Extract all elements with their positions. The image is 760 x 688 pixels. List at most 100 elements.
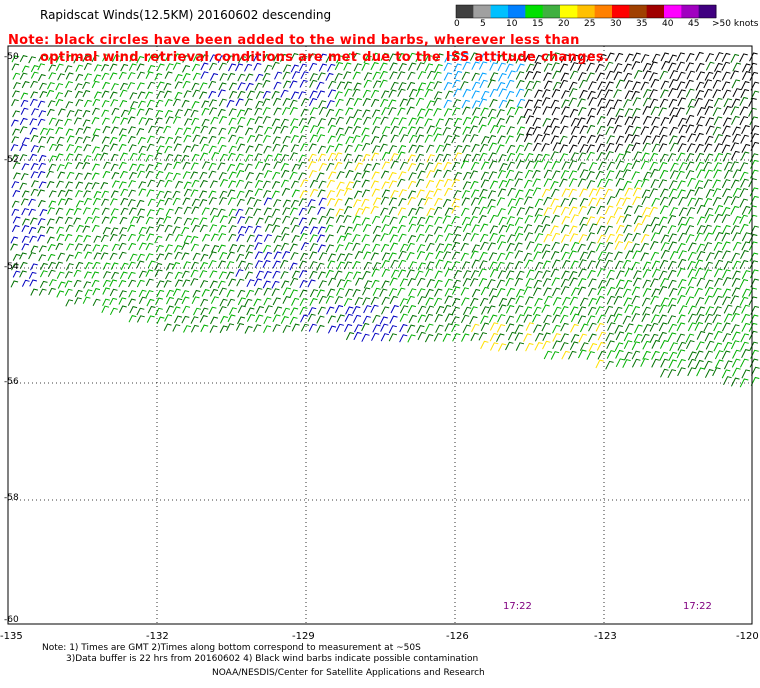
wind-barb: [345, 181, 354, 190]
wind-barb: [649, 152, 659, 162]
wind-barb: [704, 295, 714, 305]
wind-barb: [280, 259, 289, 268]
wind-barb: [424, 268, 434, 277]
wind-barb: [289, 99, 298, 108]
wind-barb: [714, 259, 724, 269]
wind-barb: [389, 216, 398, 225]
wind-barb: [489, 62, 498, 71]
wind-barb: [262, 116, 271, 124]
wind-barb: [507, 206, 517, 215]
wind-barb: [102, 54, 110, 62]
wind-barb: [685, 53, 695, 62]
lon-label: -132: [146, 631, 169, 642]
wind-barb: [433, 81, 442, 90]
wind-barb: [237, 73, 246, 82]
wind-barb: [291, 189, 300, 198]
wind-barb: [209, 270, 218, 278]
wind-barb: [291, 235, 300, 243]
wind-barb: [560, 115, 569, 125]
wind-barb: [271, 208, 281, 217]
wind-barb: [443, 135, 453, 144]
wind-barb: [623, 99, 632, 108]
wind-barb: [442, 198, 452, 208]
wind-barb: [541, 153, 550, 163]
wind-barb: [282, 215, 291, 224]
wind-barb: [55, 261, 64, 269]
wind-barb: [273, 235, 282, 244]
wind-barb: [462, 106, 471, 115]
wind-barb: [264, 126, 273, 135]
wind-barb: [57, 171, 66, 179]
wind-barb: [191, 63, 200, 72]
wind-barb: [46, 128, 54, 136]
wind-barb: [515, 189, 524, 199]
wind-barb: [577, 162, 586, 171]
wind-barb: [255, 100, 264, 109]
wind-barb: [389, 234, 398, 243]
wind-barb: [606, 269, 615, 279]
wind-barb: [354, 251, 363, 260]
wind-barb: [606, 295, 616, 305]
wind-barb: [695, 62, 705, 72]
wind-barb: [678, 207, 688, 217]
wind-barb: [433, 226, 443, 235]
wind-barb: [525, 160, 535, 170]
wind-barb: [615, 170, 624, 180]
wind-barb: [172, 306, 181, 315]
wind-barb: [676, 135, 686, 145]
wind-barb: [559, 314, 569, 324]
wind-barb: [732, 367, 741, 377]
wind-barb: [730, 340, 740, 350]
wind-barb: [101, 207, 110, 216]
wind-barb: [237, 90, 246, 99]
wind-barb: [308, 53, 317, 62]
wind-barb: [444, 278, 453, 288]
wind-barb: [469, 278, 479, 287]
wind-barb: [183, 90, 192, 98]
wind-barb: [696, 306, 706, 316]
wind-barb: [668, 54, 677, 64]
wind-barb: [497, 135, 506, 144]
wind-barb: [55, 99, 64, 107]
wind-barb: [30, 188, 39, 196]
wind-barb: [622, 169, 632, 178]
wind-barb: [687, 251, 697, 261]
wind-barb: [273, 126, 282, 135]
wind-barb: [199, 82, 208, 91]
wind-barb: [318, 63, 328, 72]
wind-barb: [685, 286, 695, 296]
wind-barb: [649, 98, 659, 108]
wind-barb: [586, 171, 595, 180]
wind-barb: [110, 83, 119, 91]
wind-barb: [696, 169, 706, 179]
wind-barb: [741, 143, 751, 153]
wind-barb: [345, 306, 354, 315]
wind-barb: [578, 205, 587, 215]
wind-barb: [740, 341, 749, 351]
wind-barb: [38, 54, 47, 62]
wind-barb: [83, 271, 92, 279]
wind-barb: [570, 214, 579, 223]
wind-barb: [613, 295, 623, 305]
wind-barb: [559, 79, 568, 89]
wind-barb: [11, 208, 20, 216]
wind-barb: [218, 225, 227, 233]
wind-barb: [660, 278, 669, 287]
wind-barb: [290, 180, 299, 189]
map-title: Rapidscat Winds(12.5KM) 20160602 descend…: [40, 8, 332, 22]
wind-barb: [424, 134, 433, 143]
wind-barb: [550, 135, 559, 145]
wind-barb: [732, 62, 742, 72]
wind-barb: [613, 99, 622, 109]
wind-barb: [353, 98, 362, 107]
wind-barb: [182, 305, 191, 314]
wind-barb: [586, 144, 595, 154]
wind-barb: [444, 117, 454, 127]
wind-barb: [38, 254, 47, 262]
wind-barb: [642, 279, 651, 289]
wind-barb: [235, 179, 244, 188]
wind-barb: [570, 334, 580, 343]
wind-barb: [164, 179, 173, 188]
wind-barb: [388, 206, 398, 215]
wind-barb: [219, 325, 228, 334]
